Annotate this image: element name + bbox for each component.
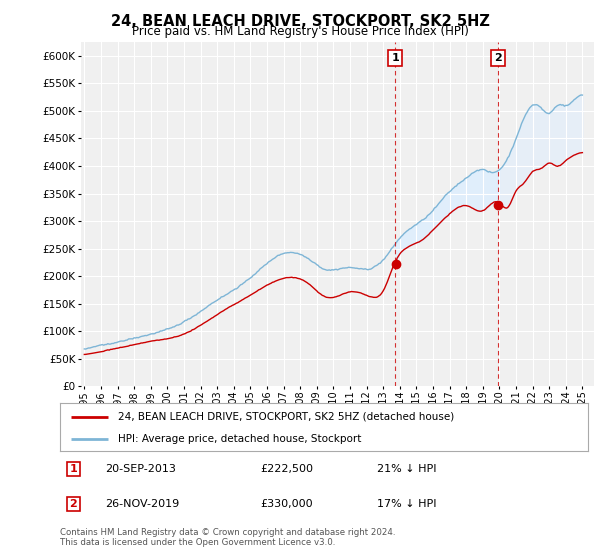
Text: Price paid vs. HM Land Registry's House Price Index (HPI): Price paid vs. HM Land Registry's House … xyxy=(131,25,469,38)
Text: 24, BEAN LEACH DRIVE, STOCKPORT, SK2 5HZ (detached house): 24, BEAN LEACH DRIVE, STOCKPORT, SK2 5HZ… xyxy=(118,412,454,422)
Text: 2: 2 xyxy=(70,499,77,509)
Text: 26-NOV-2019: 26-NOV-2019 xyxy=(105,499,179,509)
Text: 1: 1 xyxy=(391,53,399,63)
Text: 1: 1 xyxy=(70,464,77,474)
Text: 17% ↓ HPI: 17% ↓ HPI xyxy=(377,499,436,509)
Text: HPI: Average price, detached house, Stockport: HPI: Average price, detached house, Stoc… xyxy=(118,434,361,444)
Text: 21% ↓ HPI: 21% ↓ HPI xyxy=(377,464,436,474)
Text: £222,500: £222,500 xyxy=(260,464,314,474)
Text: 20-SEP-2013: 20-SEP-2013 xyxy=(105,464,176,474)
Text: 24, BEAN LEACH DRIVE, STOCKPORT, SK2 5HZ: 24, BEAN LEACH DRIVE, STOCKPORT, SK2 5HZ xyxy=(110,14,490,29)
Text: 2: 2 xyxy=(494,53,502,63)
Text: £330,000: £330,000 xyxy=(260,499,313,509)
Text: Contains HM Land Registry data © Crown copyright and database right 2024.
This d: Contains HM Land Registry data © Crown c… xyxy=(60,528,395,548)
